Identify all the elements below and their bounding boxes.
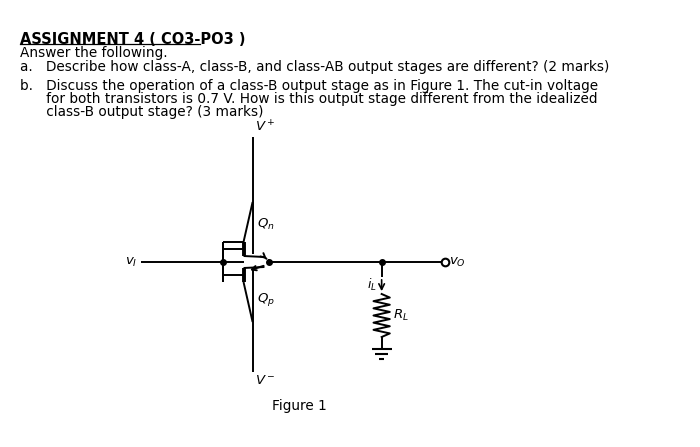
Text: ASSIGNMENT 4 ( CO3-PO3 ): ASSIGNMENT 4 ( CO3-PO3 ) xyxy=(20,32,246,47)
Text: $v_I$: $v_I$ xyxy=(125,255,137,269)
Text: $V^+$: $V^+$ xyxy=(256,120,276,135)
Text: b.   Discuss the operation of a class-B output stage as in Figure 1. The cut-in : b. Discuss the operation of a class-B ou… xyxy=(20,79,598,93)
Text: for both transistors is 0.7 V. How is this output stage different from the ideal: for both transistors is 0.7 V. How is th… xyxy=(20,92,598,106)
Text: $Q_p$: $Q_p$ xyxy=(257,291,275,308)
Text: $V^-$: $V^-$ xyxy=(256,374,276,387)
Text: $v_O$: $v_O$ xyxy=(449,255,466,269)
Text: $R_L$: $R_L$ xyxy=(393,308,410,323)
Text: class-B output stage? (3 marks): class-B output stage? (3 marks) xyxy=(20,105,263,119)
Text: Answer the following.: Answer the following. xyxy=(20,46,167,60)
Text: $Q_n$: $Q_n$ xyxy=(257,216,275,232)
Text: a.   Describe how class-A, class-B, and class-AB output stages are different? (2: a. Describe how class-A, class-B, and cl… xyxy=(20,60,610,74)
Text: Figure 1: Figure 1 xyxy=(272,399,327,413)
Text: $i_L$: $i_L$ xyxy=(368,276,377,292)
